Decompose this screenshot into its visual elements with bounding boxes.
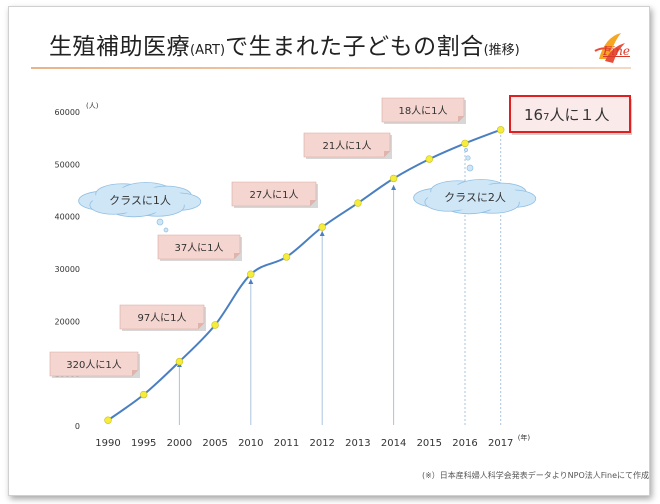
y-unit-label: (人) — [86, 102, 99, 110]
x-tick-label: 2014 — [381, 438, 406, 449]
cloud-tail — [163, 227, 169, 233]
title-divider — [31, 67, 631, 69]
x-tick-label: 2010 — [238, 438, 263, 449]
y-tick-label: 50000 — [55, 160, 80, 169]
data-point — [175, 357, 184, 366]
data-point — [140, 390, 148, 399]
fine-logo-icon — [594, 33, 625, 63]
cloud-body — [92, 186, 188, 214]
y-tick-label: 40000 — [55, 213, 80, 222]
cloud-label: クラスに2人 — [444, 191, 506, 204]
callout-label: 18人に1人 — [398, 105, 447, 117]
cloud-tail — [465, 155, 471, 161]
cloud-tail — [466, 164, 474, 172]
cloud-body — [427, 183, 523, 211]
cloud-label: クラスに1人 — [109, 194, 171, 207]
x-tick-label: 2017 — [488, 438, 513, 449]
x-unit-label: (年) — [518, 433, 531, 442]
callout-label: 97人に1人 — [137, 312, 186, 324]
callout-label: 21人に1人 — [322, 140, 371, 152]
callout-fold — [384, 151, 390, 157]
callout-label: 37人に1人 — [174, 242, 223, 254]
y-tick-label: 0 — [75, 422, 80, 431]
cloud-tail — [464, 148, 468, 152]
y-tick-label: 20000 — [55, 317, 80, 326]
data-point — [497, 126, 505, 134]
x-tick-label: 2013 — [345, 438, 370, 449]
title-part-c: で生まれた子どもの割合 — [225, 34, 484, 60]
arrow-2012-head — [319, 231, 325, 236]
data-point — [354, 199, 362, 207]
source-note: (※）日本産科婦人科学会発表データよりNPO法人Fineにて作成 — [421, 471, 649, 480]
callout-fold — [458, 116, 464, 122]
data-point — [282, 253, 291, 261]
data-point — [211, 321, 219, 329]
title-part-a: 生殖補助医療 — [49, 34, 190, 60]
arrow-2010-head — [248, 279, 254, 284]
x-tick-label: 1995 — [131, 438, 156, 449]
callout-fold — [132, 370, 138, 376]
callout-fold — [234, 253, 240, 259]
data-point — [104, 416, 112, 424]
x-tick-label: 2015 — [417, 438, 442, 449]
x-tick-label: 2011 — [274, 438, 299, 449]
data-point — [425, 155, 433, 163]
arrow-2014-head — [391, 185, 397, 190]
x-tick-label: 2005 — [202, 438, 227, 449]
title-part-d: (推移) — [483, 43, 520, 58]
highlight-label: 167人に１人 — [524, 106, 609, 124]
page-title: 生殖補助医療(ART)で生まれた子どもの割合(推移) — [49, 27, 520, 61]
x-tick-label: 2000 — [167, 438, 192, 449]
callout-label: 27人に1人 — [249, 189, 298, 201]
callout-fold — [198, 323, 204, 329]
series-line — [107, 128, 502, 422]
fine-logo-text: Fine — [603, 44, 630, 58]
y-tick-label: 60000 — [55, 108, 80, 117]
data-point — [461, 139, 469, 148]
x-tick-label: 2012 — [309, 438, 334, 449]
y-tick-label: 30000 — [55, 265, 80, 274]
x-tick-label: 2016 — [452, 438, 477, 449]
highlight-box — [509, 95, 631, 133]
data-point — [318, 223, 326, 231]
callout-label: 320人に1人 — [66, 359, 121, 371]
callout-fold — [310, 200, 316, 206]
data-point — [389, 174, 398, 183]
x-tick-label: 1990 — [95, 438, 120, 449]
title-part-b: (ART) — [190, 43, 226, 58]
data-point — [247, 270, 255, 278]
cloud-tail — [156, 218, 164, 226]
